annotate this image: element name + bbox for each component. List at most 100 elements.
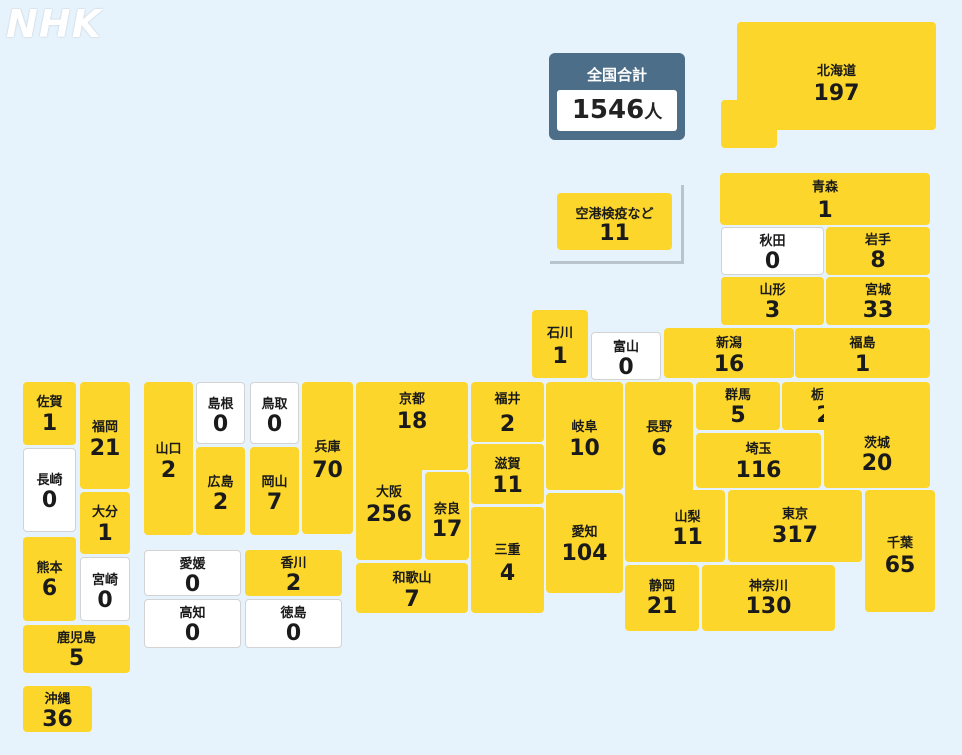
prefecture-count: 65 xyxy=(884,553,916,578)
prefecture-count: 0 xyxy=(618,355,634,380)
prefecture-name: 静岡 xyxy=(648,579,675,594)
prefecture-count: 7 xyxy=(266,490,283,515)
prefecture-count: 33 xyxy=(862,298,894,323)
prefecture-count: 0 xyxy=(764,249,781,274)
prefecture-count: 0 xyxy=(184,572,201,596)
prefecture-name: 愛知 xyxy=(571,525,598,540)
prefecture-akita: 秋田 0 xyxy=(721,227,824,275)
prefecture-name: 兵庫 xyxy=(314,440,341,455)
prefecture-name: 和歌山 xyxy=(392,571,432,586)
prefecture-count: 10 xyxy=(569,436,600,461)
prefecture-count: 2 xyxy=(285,571,302,596)
prefecture-kochi: 高知 0 xyxy=(144,599,241,648)
prefecture-toyama: 富山 0 xyxy=(591,332,661,380)
prefecture-aomori: 青森 1 xyxy=(720,173,930,225)
prefecture-count: 1 xyxy=(817,198,833,223)
prefecture-ibaraki: 茨城 20 xyxy=(824,382,930,488)
prefecture-yamanashi: 山梨 11 xyxy=(650,490,725,562)
airport-quarantine-frame xyxy=(550,185,684,264)
prefecture-count: 1 xyxy=(552,344,568,369)
prefecture-name: 北海道 xyxy=(816,64,856,79)
prefecture-hokkaido: 北海道 197 xyxy=(737,22,936,130)
prefecture-name: 山形 xyxy=(759,283,786,298)
prefecture-name: 京都 xyxy=(398,392,425,407)
prefecture-fukushima: 福島 1 xyxy=(795,328,930,378)
prefecture-count: 0 xyxy=(184,621,201,646)
prefecture-name: 石川 xyxy=(546,326,573,341)
prefecture-name: 高知 xyxy=(179,606,206,621)
prefecture-hiroshima: 広島 2 xyxy=(196,447,245,535)
prefecture-fukuoka: 福岡 21 xyxy=(80,382,130,489)
prefecture-name: 岐阜 xyxy=(571,420,598,435)
prefecture-yamaguchi: 山口 2 xyxy=(144,382,193,535)
prefecture-name: 奈良 xyxy=(433,502,460,517)
airport-quarantine-tile: 空港検疫など 11 xyxy=(557,193,672,250)
prefecture-count: 130 xyxy=(745,594,792,619)
prefecture-name: 香川 xyxy=(280,556,307,571)
prefecture-fukui: 福井 2 xyxy=(471,382,544,442)
prefecture-tottori: 鳥取 0 xyxy=(250,382,299,444)
prefecture-mie: 三重 4 xyxy=(471,507,544,613)
prefecture-name: 沖縄 xyxy=(44,692,71,707)
prefecture-wakayama: 和歌山 7 xyxy=(356,563,468,613)
prefecture-ehime: 愛媛 0 xyxy=(144,550,241,596)
prefecture-okinawa: 沖縄 36 xyxy=(23,686,92,732)
prefecture-name: 埼玉 xyxy=(745,442,772,457)
prefecture-name: 滋賀 xyxy=(494,457,521,472)
prefecture-name: 東京 xyxy=(781,507,808,522)
prefecture-miyazaki: 宮崎 0 xyxy=(80,557,130,621)
prefecture-osaka: 大阪 256 xyxy=(356,446,422,560)
prefecture-gunma: 群馬 5 xyxy=(696,382,780,430)
prefecture-nagasaki: 長崎 0 xyxy=(23,448,76,532)
prefecture-name: 長崎 xyxy=(36,473,63,488)
prefecture-count: 2 xyxy=(160,458,177,483)
prefecture-name: 岩手 xyxy=(864,233,891,248)
prefecture-count: 11 xyxy=(672,525,703,550)
airport-quarantine-label: 空港検疫など xyxy=(575,207,654,222)
prefecture-name: 千葉 xyxy=(886,536,913,551)
prefecture-count: 197 xyxy=(813,81,860,106)
prefecture-name: 宮城 xyxy=(864,283,891,298)
prefecture-count: 1 xyxy=(41,411,58,436)
prefecture-saga: 佐賀 1 xyxy=(23,382,76,445)
national-total-value: 1546 xyxy=(571,95,645,125)
prefecture-iwate: 岩手 8 xyxy=(826,227,930,275)
prefecture-name: 鳥取 xyxy=(261,397,288,412)
prefecture-name: 岡山 xyxy=(261,475,288,490)
prefecture-tokyo: 東京 317 xyxy=(728,490,862,562)
national-total-panel: 全国合計 1546人 xyxy=(549,53,685,140)
prefecture-kanagawa: 神奈川 130 xyxy=(702,565,835,631)
prefecture-niigata: 新潟 16 xyxy=(664,328,794,378)
prefecture-oita: 大分 1 xyxy=(80,492,130,554)
prefecture-name: 島根 xyxy=(207,397,234,412)
national-total-box: 1546人 xyxy=(557,90,677,131)
prefecture-count: 256 xyxy=(366,502,412,527)
prefecture-count: 5 xyxy=(68,646,85,671)
prefecture-name: 群馬 xyxy=(724,388,751,403)
prefecture-count: 8 xyxy=(870,248,886,273)
prefecture-name: 福井 xyxy=(494,392,521,407)
prefecture-count: 0 xyxy=(212,412,229,437)
prefecture-count: 4 xyxy=(499,561,516,586)
prefecture-count: 11 xyxy=(492,473,523,498)
prefecture-count: 18 xyxy=(396,409,428,434)
prefecture-count: 36 xyxy=(42,707,73,732)
prefecture-count: 21 xyxy=(646,594,678,619)
prefecture-shizuoka: 静岡 21 xyxy=(625,565,699,631)
prefecture-count: 3 xyxy=(764,298,781,323)
prefecture-yamagata: 山形 3 xyxy=(721,277,824,325)
prefecture-count: 2 xyxy=(212,490,229,515)
prefecture-tokushima: 徳島 0 xyxy=(245,599,342,648)
prefecture-kagawa: 香川 2 xyxy=(245,550,342,596)
prefecture-count: 5 xyxy=(730,403,746,428)
prefecture-hyogo: 兵庫 70 xyxy=(302,382,353,534)
prefecture-name: 大分 xyxy=(91,505,118,520)
prefecture-count: 104 xyxy=(561,541,608,566)
prefecture-count: 1 xyxy=(854,352,871,377)
prefecture-name: 茨城 xyxy=(863,436,890,451)
prefecture-count: 70 xyxy=(312,458,343,483)
nhk-logo: NHK xyxy=(6,2,103,46)
prefecture-name: 広島 xyxy=(207,475,234,490)
prefecture-count: 16 xyxy=(713,352,745,377)
prefecture-count: 21 xyxy=(89,436,121,461)
